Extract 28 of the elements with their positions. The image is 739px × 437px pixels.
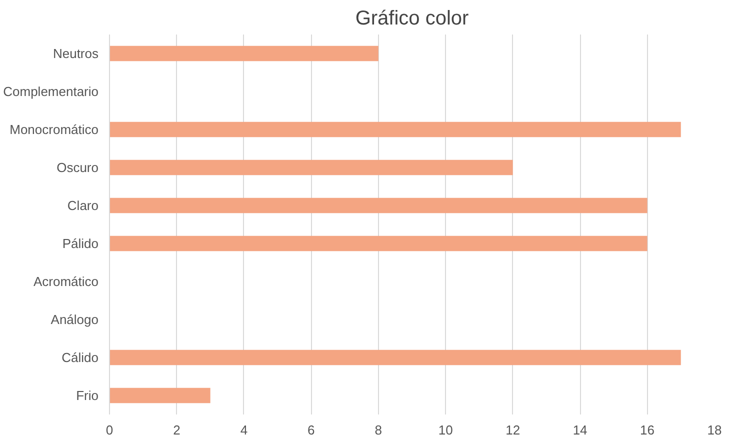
bar xyxy=(110,198,648,214)
bar xyxy=(110,388,210,404)
x-tick-label: 10 xyxy=(438,422,453,437)
y-tick-label: Monocromático xyxy=(10,122,99,137)
y-tick-label: Acromático xyxy=(33,274,99,289)
x-tick-label: 0 xyxy=(106,422,114,437)
bar xyxy=(110,46,378,62)
x-tick-label: 12 xyxy=(506,422,520,437)
y-tick-label: Frio xyxy=(76,388,98,403)
y-tick-label: Neutros xyxy=(52,46,99,61)
x-tick-label: 8 xyxy=(374,422,382,437)
x-tick-label: 18 xyxy=(707,422,722,437)
x-tick-label: 2 xyxy=(173,422,180,437)
x-tick-label: 6 xyxy=(308,422,315,437)
x-tick-label: 14 xyxy=(572,422,588,437)
y-tick-label: Cálido xyxy=(62,350,99,365)
y-tick-label: Pálido xyxy=(62,236,99,251)
bar xyxy=(110,160,513,176)
x-tick-label: 4 xyxy=(240,422,248,437)
bar xyxy=(110,350,681,366)
y-tick-label: Análogo xyxy=(50,312,99,327)
y-tick-label: Claro xyxy=(67,198,99,213)
bar xyxy=(110,236,648,252)
y-tick-label: Oscuro xyxy=(56,160,99,175)
y-tick-label: Complementario xyxy=(3,84,98,99)
bar xyxy=(110,122,681,138)
x-tick-label: 16 xyxy=(640,422,655,437)
chart-title: Gráfico color xyxy=(355,8,470,30)
